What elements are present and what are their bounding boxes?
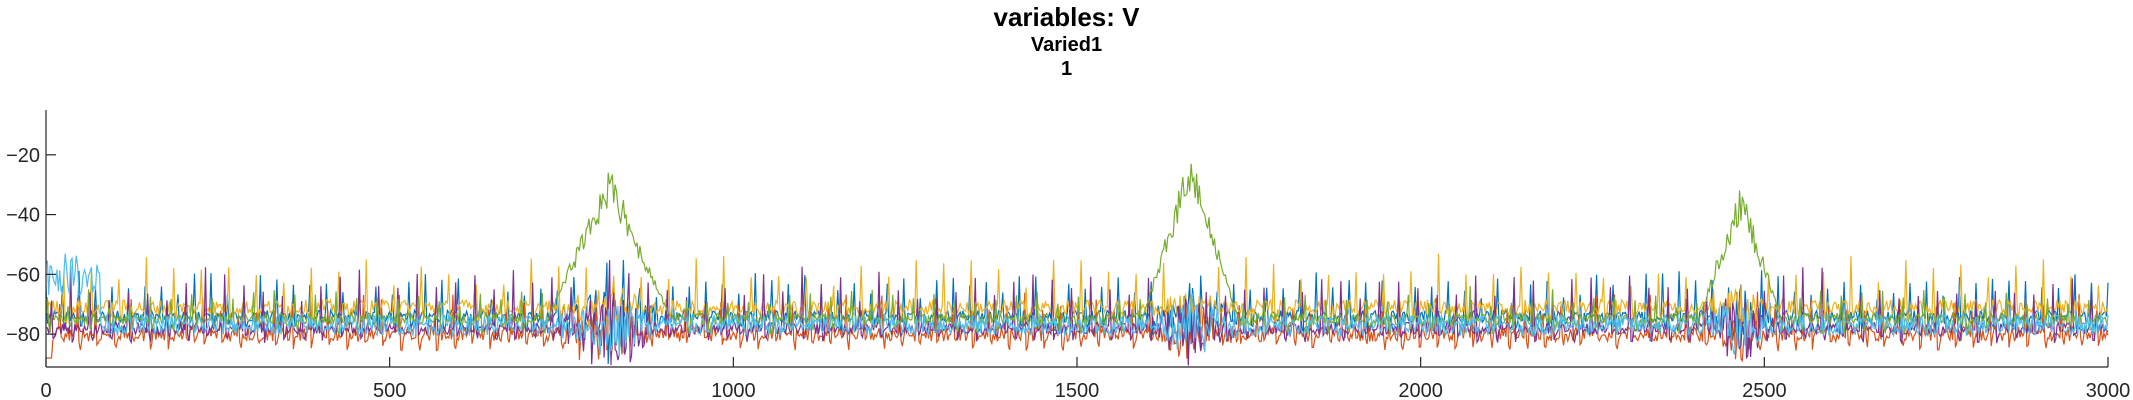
series-layer [45,163,2109,366]
y-tick-label: −80 [6,324,40,346]
series-line-6 [45,253,2109,357]
x-tick-label: 3000 [2086,380,2131,400]
x-tick-label: 2500 [1742,380,1787,400]
y-tick-label: −60 [6,264,40,286]
x-tick-label: 1500 [1055,380,1100,400]
chart-titles: variables: V Varied1 1 [0,0,2133,81]
axes: 0 500 1000 1500 2000 2500 3000 −20 −40 −60 −80 [6,110,2130,400]
y-tick-label: −20 [6,145,40,167]
chart-subtitle-2: 1 [1060,58,1073,81]
series-line-3 [45,253,2109,327]
y-tick-label: −40 [6,205,40,227]
x-tick-label: 0 [40,380,51,400]
x-tick-label: 2000 [1398,380,1443,400]
chart-title: variables: V [993,2,1140,32]
x-tick-label: 1000 [711,380,756,400]
x-tick-label: 500 [373,380,406,400]
chart-subtitle: Varied1 [1030,34,1103,57]
